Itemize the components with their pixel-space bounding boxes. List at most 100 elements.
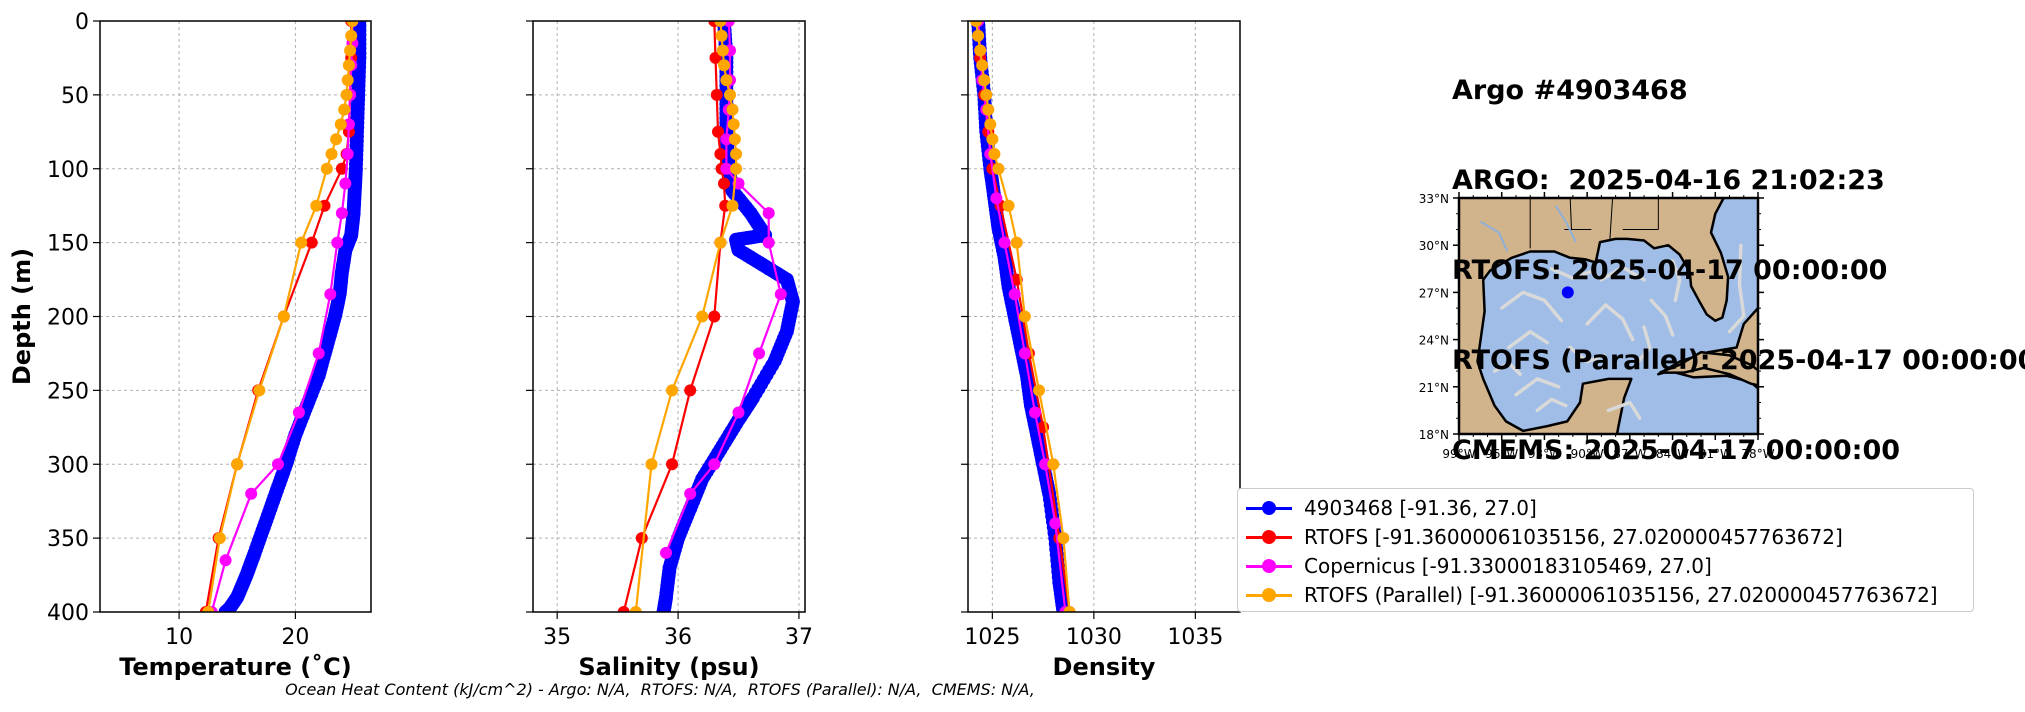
rtofs-point <box>318 199 331 212</box>
rtofs_parallel-point <box>346 21 359 27</box>
current-streak <box>1492 361 1522 376</box>
map-lat-label: 27°N <box>1419 286 1449 300</box>
location-map: 99°W 96°W 93°W 90°W 87°W 84°W 81°W 78°W 33°N 30°N… <box>1419 192 1775 461</box>
salinity-xtick-label: 35 <box>543 625 571 650</box>
density-xlabel: Density <box>1053 653 1156 681</box>
copernicus-point <box>660 546 672 559</box>
rtofs_parallel-point <box>724 88 736 101</box>
rtofs_parallel-point <box>726 199 739 212</box>
temperature-xtick-label: 20 <box>281 625 309 650</box>
rtofs_parallel-point <box>345 29 358 42</box>
temperature-ytick-label: 200 <box>47 306 89 331</box>
copernicus-point <box>272 458 284 471</box>
legend-entry-copernicus: Copernicus [-91.33000183105469, 27.0] <box>1246 551 1973 580</box>
rtofs_parallel-point <box>1002 199 1015 212</box>
temperature-ytick-label: 150 <box>47 232 89 257</box>
legend-line-copernicus <box>1246 556 1292 576</box>
salinity-xtick-label: 36 <box>664 625 692 650</box>
map-lat-label: 24°N <box>1419 334 1449 348</box>
current-streak <box>1635 325 1652 365</box>
legend-entry-argo: 4903468 [-91.36, 27.0] <box>1246 493 1973 522</box>
copernicus-point <box>331 236 344 249</box>
temperature-series <box>199 21 367 612</box>
rtofs_parallel-point <box>972 29 985 42</box>
copernicus-point <box>762 207 775 220</box>
copernicus-point <box>753 347 766 360</box>
rtofs_parallel-point <box>720 74 733 87</box>
rtofs_parallel-point <box>716 44 729 57</box>
copernicus-point <box>312 347 325 360</box>
river <box>1479 220 1509 252</box>
rtofs_parallel-point <box>976 59 989 72</box>
argo-point <box>656 605 671 612</box>
rtofs_parallel-point <box>1010 236 1023 249</box>
copernicus-point <box>990 192 1003 205</box>
map-frame <box>1457 196 1760 436</box>
density-panel: 1025 1030 1035 Density <box>961 20 1241 681</box>
copernicus-point <box>720 162 733 175</box>
legend-label-rtofs-parallel: RTOFS (Parallel) [-91.36000061035156, 27… <box>1304 582 1938 607</box>
legend: 4903468 [-91.36, 27.0] RTOFS [-91.360000… <box>1237 488 1974 612</box>
rtofs_parallel-point <box>629 606 642 612</box>
density-xtick-label: 1030 <box>1066 625 1122 650</box>
rtofs_parallel-point <box>986 133 999 146</box>
rtofs_parallel-point <box>992 162 1005 175</box>
copernicus-point <box>341 148 354 160</box>
current-streak <box>1549 267 1592 280</box>
depth-axis-label: Depth (m) <box>8 248 36 385</box>
rtofs-point <box>709 51 722 64</box>
rtofs_parallel-point <box>980 88 993 101</box>
rtofs_parallel-point <box>715 29 728 42</box>
rtofs_parallel-point <box>730 148 743 160</box>
rtofs_parallel-point <box>1057 532 1070 545</box>
profile-panels: 10 20050100150200250300350400Temperature … <box>8 10 1241 681</box>
current-streak <box>1649 298 1675 337</box>
rtofs_parallel-point <box>984 118 997 131</box>
rtofs_parallel-point <box>341 74 354 87</box>
rtofs_parallel-point <box>730 162 743 175</box>
rtofs_parallel-point <box>718 59 730 72</box>
current-streak <box>1727 243 1746 334</box>
rtofs_parallel-point <box>231 458 244 471</box>
temperature-ytick-label: 300 <box>47 453 89 478</box>
rtofs_parallel-point <box>344 44 357 57</box>
copernicus-point <box>708 458 721 471</box>
rtofs-parallel-time: RTOFS (Parallel): 2025-04-17 00:00:00 <box>1452 345 2025 376</box>
map-lat-label: 30°N <box>1419 239 1449 253</box>
copernicus-point <box>335 207 348 220</box>
rtofs_parallel-point <box>978 74 991 87</box>
legend-entry-rtofs: RTOFS [-91.36000061035156, 27.0200004577… <box>1246 522 1973 551</box>
rtofs_parallel-point <box>253 384 266 397</box>
rtofs_parallel-point <box>696 310 709 323</box>
copernicus-point <box>1049 517 1062 530</box>
rtofs_parallel-point <box>340 88 353 101</box>
rtofs_parallel-point <box>338 103 351 116</box>
copernicus-point <box>998 236 1011 249</box>
float-title: Argo #4903468 <box>1452 75 1688 106</box>
temperature-xtick-label: 10 <box>165 625 193 650</box>
salinity-grid <box>533 20 805 613</box>
salinity-frame <box>532 20 806 613</box>
state-border <box>1569 198 1572 230</box>
legend-label-copernicus: Copernicus [-91.33000183105469, 27.0] <box>1304 553 1712 578</box>
copernicus-point <box>339 177 352 190</box>
salinity-xtick-label: 37 <box>785 625 813 650</box>
temperature-ytick-label: 0 <box>75 10 89 35</box>
temperature-ytick-label: 400 <box>47 601 89 626</box>
temperature-ytick-label: 100 <box>47 158 89 183</box>
rtofs-time: RTOFS: 2025-04-17 00:00:00 <box>1452 255 1888 286</box>
temperature-grid <box>100 20 371 613</box>
rtofs_parallel-point <box>1033 384 1045 397</box>
rtofs_parallel-point <box>714 21 727 27</box>
legend-entry-rtofs-parallel: RTOFS (Parallel) [-91.36000061035156, 27… <box>1246 580 1973 609</box>
salinity-series <box>617 21 800 612</box>
copernicus-point <box>1008 288 1021 301</box>
argo-time: ARGO: 2025-04-16 21:02:23 <box>1452 165 1885 196</box>
map-lon-label: 78°W <box>1741 447 1774 461</box>
legend-line-argo <box>1246 498 1292 518</box>
map-lon-label: 99°W <box>1442 447 1475 461</box>
current-streak <box>1514 377 1561 397</box>
river <box>1554 205 1577 243</box>
copernicus-point <box>720 133 733 146</box>
